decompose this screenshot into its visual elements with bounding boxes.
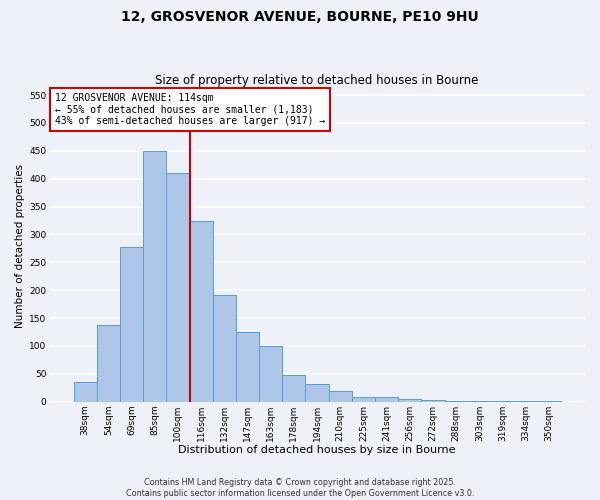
Bar <box>213 294 236 402</box>
Bar <box>120 248 143 402</box>
Bar <box>166 173 190 402</box>
Bar <box>491 401 514 402</box>
Bar <box>236 332 259 402</box>
Bar <box>283 376 305 402</box>
Bar <box>352 397 375 402</box>
Bar <box>514 401 538 402</box>
Bar <box>190 220 213 402</box>
Text: 12 GROSVENOR AVENUE: 114sqm
← 55% of detached houses are smaller (1,183)
43% of : 12 GROSVENOR AVENUE: 114sqm ← 55% of det… <box>55 92 325 126</box>
Bar <box>143 151 166 402</box>
Text: Contains HM Land Registry data © Crown copyright and database right 2025.
Contai: Contains HM Land Registry data © Crown c… <box>126 478 474 498</box>
Text: 12, GROSVENOR AVENUE, BOURNE, PE10 9HU: 12, GROSVENOR AVENUE, BOURNE, PE10 9HU <box>121 10 479 24</box>
Bar <box>538 400 560 402</box>
Title: Size of property relative to detached houses in Bourne: Size of property relative to detached ho… <box>155 74 479 87</box>
Bar <box>468 401 491 402</box>
Bar <box>445 400 468 402</box>
Bar <box>421 400 445 402</box>
Y-axis label: Number of detached properties: Number of detached properties <box>15 164 25 328</box>
X-axis label: Distribution of detached houses by size in Bourne: Distribution of detached houses by size … <box>178 445 456 455</box>
Bar <box>375 397 398 402</box>
Bar <box>97 326 120 402</box>
Bar <box>74 382 97 402</box>
Bar <box>305 384 329 402</box>
Bar <box>398 399 421 402</box>
Bar <box>259 346 283 402</box>
Bar <box>329 390 352 402</box>
